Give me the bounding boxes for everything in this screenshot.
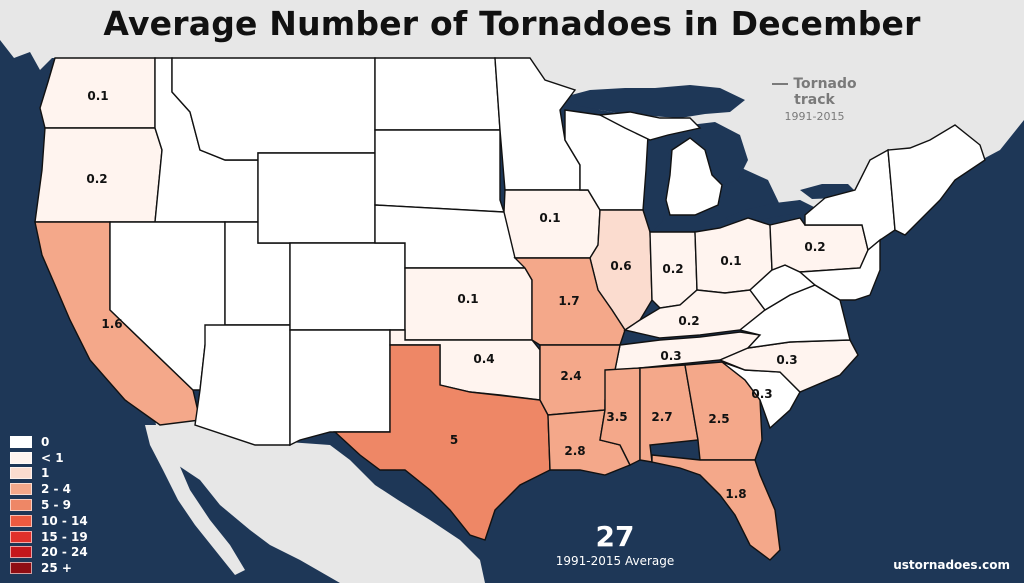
legend-swatch	[10, 546, 32, 559]
state-arizona	[194, 324, 291, 446]
site-credit: ustornadoes.com	[893, 558, 1010, 572]
legend-swatch	[10, 467, 32, 480]
state-michigan	[665, 137, 723, 216]
legend-label: 1	[41, 466, 50, 481]
state-value-florida: 1.8	[725, 487, 746, 501]
state-new-england	[887, 124, 986, 236]
legend-label: 10 - 14	[41, 513, 88, 528]
state-maryland-delaware-nj	[798, 238, 881, 301]
mexico-land	[155, 420, 485, 583]
state-montana	[171, 57, 376, 161]
legend-swatch	[10, 499, 32, 512]
state-value-oklahoma: 0.4	[473, 352, 494, 366]
state-value-georgia: 2.5	[708, 412, 729, 426]
legend-swatch	[10, 435, 32, 448]
legend-label: 25 +	[41, 561, 72, 576]
legend-item: 5 - 9	[10, 497, 88, 513]
state-north-dakota	[374, 57, 501, 131]
state-value-mississippi: 3.5	[606, 410, 627, 424]
state-value-missouri: 1.7	[558, 294, 579, 308]
state-michigan-upper	[597, 111, 702, 141]
legend-item: 0	[10, 434, 88, 450]
tornado-track-label: Tornado track	[757, 76, 872, 108]
lake-superior	[560, 85, 745, 118]
state-value-washington: 0.1	[87, 89, 108, 103]
state-colorado	[289, 242, 406, 331]
legend-swatch	[10, 562, 32, 575]
state-value-indiana: 0.2	[662, 262, 683, 276]
state-value-iowa: 0.1	[539, 211, 560, 225]
legend-label: 5 - 9	[41, 498, 72, 513]
total-average: 27 1991-2015 Average	[530, 520, 700, 569]
canada-land	[0, 0, 1024, 210]
state-wyoming	[257, 152, 376, 244]
state-value-north-carolina: 0.3	[776, 353, 797, 367]
state-value-ohio: 0.1	[720, 254, 741, 268]
legend-item: 1	[10, 466, 88, 482]
state-texas	[333, 344, 551, 541]
legend-label: 20 - 24	[41, 545, 88, 560]
lake-michigan	[643, 138, 672, 230]
legend-swatch	[10, 451, 32, 464]
tornado-track-legend: Tornado track 1991-2015	[757, 76, 872, 123]
state-south-dakota	[374, 129, 505, 213]
state-florida	[651, 454, 781, 561]
legend-label: 15 - 19	[41, 529, 88, 544]
state-value-pennsylvania: 0.2	[804, 240, 825, 254]
tornado-track-years: 1991-2015	[784, 110, 845, 123]
state-value-tennessee: 0.3	[660, 349, 681, 363]
state-value-texas: 5	[450, 433, 458, 447]
state-value-south-carolina: 0.3	[751, 387, 772, 401]
state-value-california: 1.6	[101, 317, 122, 331]
legend-swatch	[10, 530, 32, 543]
legend-item: 15 - 19	[10, 529, 88, 545]
state-value-oregon: 0.2	[86, 172, 107, 186]
total-average-value: 27	[595, 520, 635, 553]
state-new-mexico	[289, 329, 391, 447]
legend-label: 0	[41, 434, 50, 449]
baja-peninsula	[145, 425, 245, 575]
legend-swatch	[10, 483, 32, 496]
legend-swatch	[10, 514, 32, 527]
total-average-label: 1991-2015 Average	[555, 554, 675, 568]
state-value-louisiana: 2.8	[564, 444, 585, 458]
state-value-kentucky: 0.2	[678, 314, 699, 328]
state-value-labels: 0.1 0.2 1.6 0.1 0.6 0.2 0.1 0.2 0.1 1.7 0.2 0.4 2.4 0…	[86, 89, 825, 501]
state-kentucky	[623, 289, 766, 339]
state-value-arkansas: 2.4	[560, 369, 581, 383]
legend-item: 2 - 4	[10, 481, 88, 497]
legend-label: < 1	[41, 450, 64, 465]
legend-item: 25 +	[10, 560, 88, 576]
legend-item: 20 - 24	[10, 545, 88, 561]
legend-item: < 1	[10, 450, 88, 466]
legend-label: 2 - 4	[41, 482, 72, 497]
lake-huron	[690, 122, 748, 185]
state-value-illinois: 0.6	[610, 259, 631, 273]
map-title: Average Number of Tornadoes in December	[103, 4, 921, 43]
state-value-kansas: 0.1	[457, 292, 478, 306]
state-value-alabama: 2.7	[651, 410, 672, 424]
legend-item: 10 - 14	[10, 513, 88, 529]
